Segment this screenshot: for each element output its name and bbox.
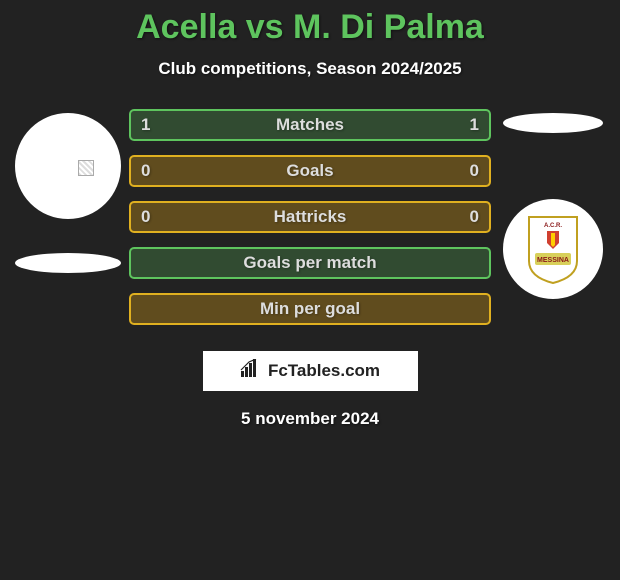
svg-text:A.C.R.: A.C.R.: [544, 223, 562, 229]
left-column: [10, 109, 125, 273]
stat-label: Goals: [171, 161, 449, 181]
right-value: 0: [449, 207, 479, 227]
fctables-logo: FcTables.com: [203, 351, 418, 391]
main-row: 1Matches10Goals00Hattricks0Goals per mat…: [0, 109, 620, 339]
fctables-text: FcTables.com: [268, 361, 380, 381]
stat-label: Min per goal: [260, 299, 360, 319]
stat-label: Goals per match: [243, 253, 376, 273]
stat-pill-hattricks: 0Hattricks0: [129, 201, 491, 233]
stat-label: Hattricks: [171, 207, 449, 227]
svg-text:MESSINA: MESSINA: [537, 257, 569, 264]
messina-badge-icon: A.C.R. MESSINA: [525, 213, 581, 285]
team-logo-messina: A.C.R. MESSINA: [503, 199, 603, 299]
stat-pill-goals-per-match: Goals per match: [129, 247, 491, 279]
stat-pill-goals: 0Goals0: [129, 155, 491, 187]
subtitle: Club competitions, Season 2024/2025: [0, 59, 620, 79]
chart-icon: [240, 359, 262, 384]
date-text: 5 november 2024: [0, 409, 620, 429]
stat-label: Matches: [171, 115, 449, 135]
player-avatar-left: [15, 113, 121, 219]
left-value: 1: [141, 115, 171, 135]
stats-column: 1Matches10Goals00Hattricks0Goals per mat…: [125, 109, 495, 339]
stat-pill-matches: 1Matches1: [129, 109, 491, 141]
page-title: Acella vs M. Di Palma: [0, 8, 620, 47]
avatar-placeholder-icon: [78, 160, 94, 176]
left-value: 0: [141, 207, 171, 227]
right-column: A.C.R. MESSINA: [495, 109, 610, 299]
right-value: 1: [449, 115, 479, 135]
stat-pill-min-per-goal: Min per goal: [129, 293, 491, 325]
team-ellipse-right: [503, 113, 603, 133]
team-ellipse-left: [15, 253, 121, 273]
right-value: 0: [449, 161, 479, 181]
left-value: 0: [141, 161, 171, 181]
